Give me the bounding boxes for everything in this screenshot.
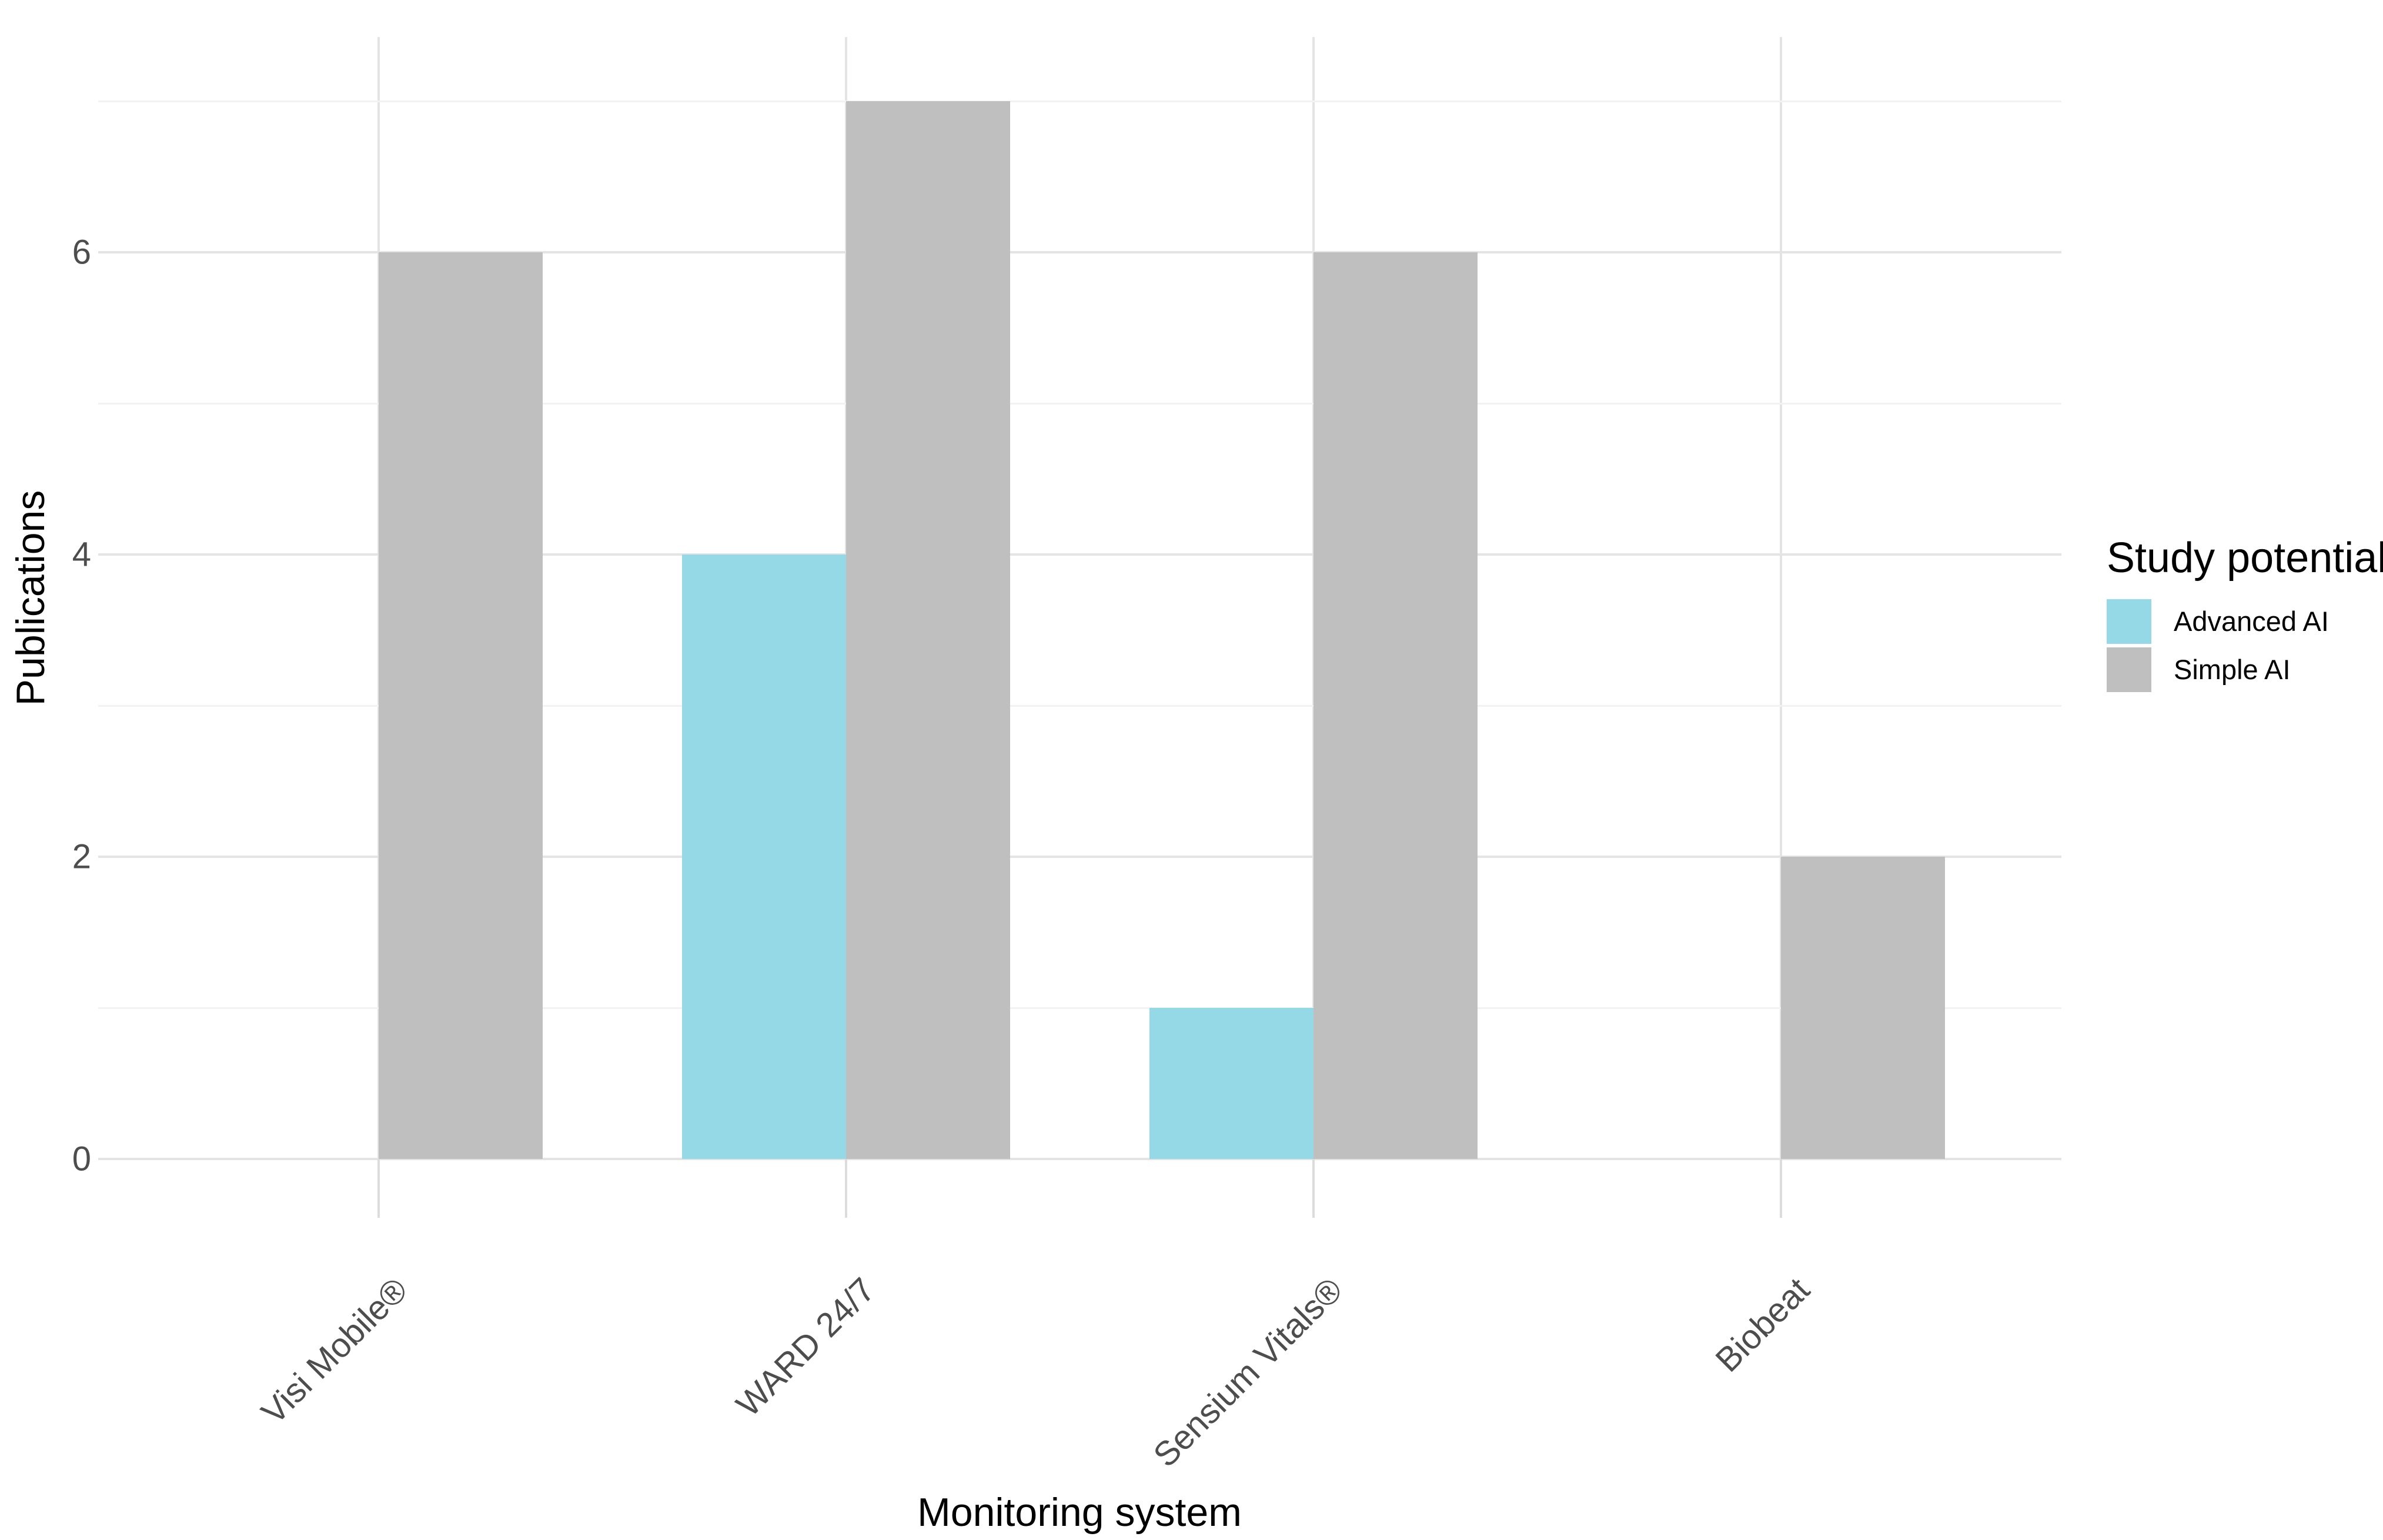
x-tick-label-visi-mobile®: Visi Mobile®	[253, 1270, 415, 1432]
x-tick-label-sensium-vitals®: Sensium Vitals®	[1145, 1270, 1350, 1475]
legend-item-simple-ai: Simple AI	[2107, 647, 2383, 692]
legend-label-simple-ai: Simple AI	[2174, 654, 2291, 686]
major-gridline-y6	[98, 251, 2061, 253]
legend-label-advanced-ai: Advanced AI	[2174, 606, 2329, 637]
y-tick-label-2: 2	[72, 837, 91, 876]
x-tick-biobeat	[1780, 1159, 1782, 1218]
legend-title: Study potential	[2107, 535, 2383, 582]
vertical-gridline-biobeat	[1780, 37, 1782, 1159]
major-gridline-y4	[98, 553, 2061, 556]
minor-gridline-y5	[98, 403, 2061, 405]
legend-swatch-simple-ai-icon	[2107, 647, 2151, 692]
y-axis-title: Publications	[8, 490, 53, 706]
y-tick-label-4: 4	[72, 535, 91, 574]
minor-gridline-y7	[98, 101, 2061, 102]
x-tick-label-ward-24/7: WARD 24/7	[728, 1270, 883, 1424]
major-gridline-y0	[98, 1158, 2061, 1160]
bar-simple-ai-sensium-vitals®	[1314, 252, 1478, 1159]
minor-gridline-y1	[98, 1007, 2061, 1009]
major-gridline-y2	[98, 856, 2061, 858]
bar-simple-ai-visi-mobile®	[379, 252, 543, 1159]
x-tick-sensium-vitals®	[1312, 1159, 1315, 1218]
y-tick-label-6: 6	[72, 233, 91, 272]
x-axis-title: Monitoring system	[917, 1490, 1242, 1535]
bar-simple-ai-biobeat	[1781, 857, 1945, 1159]
x-tick-ward-24/7	[845, 1159, 847, 1218]
bar-advanced-ai-sensium-vitals®	[1149, 1008, 1314, 1159]
x-tick-label-biobeat: Biobeat	[1708, 1270, 1817, 1379]
bar-simple-ai-ward-24/7	[846, 101, 1010, 1159]
x-tick-visi-mobile®	[377, 1159, 380, 1218]
minor-gridline-y3	[98, 705, 2061, 707]
y-tick-label-0: 0	[72, 1140, 91, 1178]
bar-advanced-ai-ward-24/7	[682, 554, 846, 1159]
legend-item-advanced-ai: Advanced AI	[2107, 599, 2383, 644]
legend: Study potential Advanced AI Simple AI	[2107, 534, 2383, 696]
legend-swatch-advanced-ai-icon	[2107, 599, 2151, 644]
